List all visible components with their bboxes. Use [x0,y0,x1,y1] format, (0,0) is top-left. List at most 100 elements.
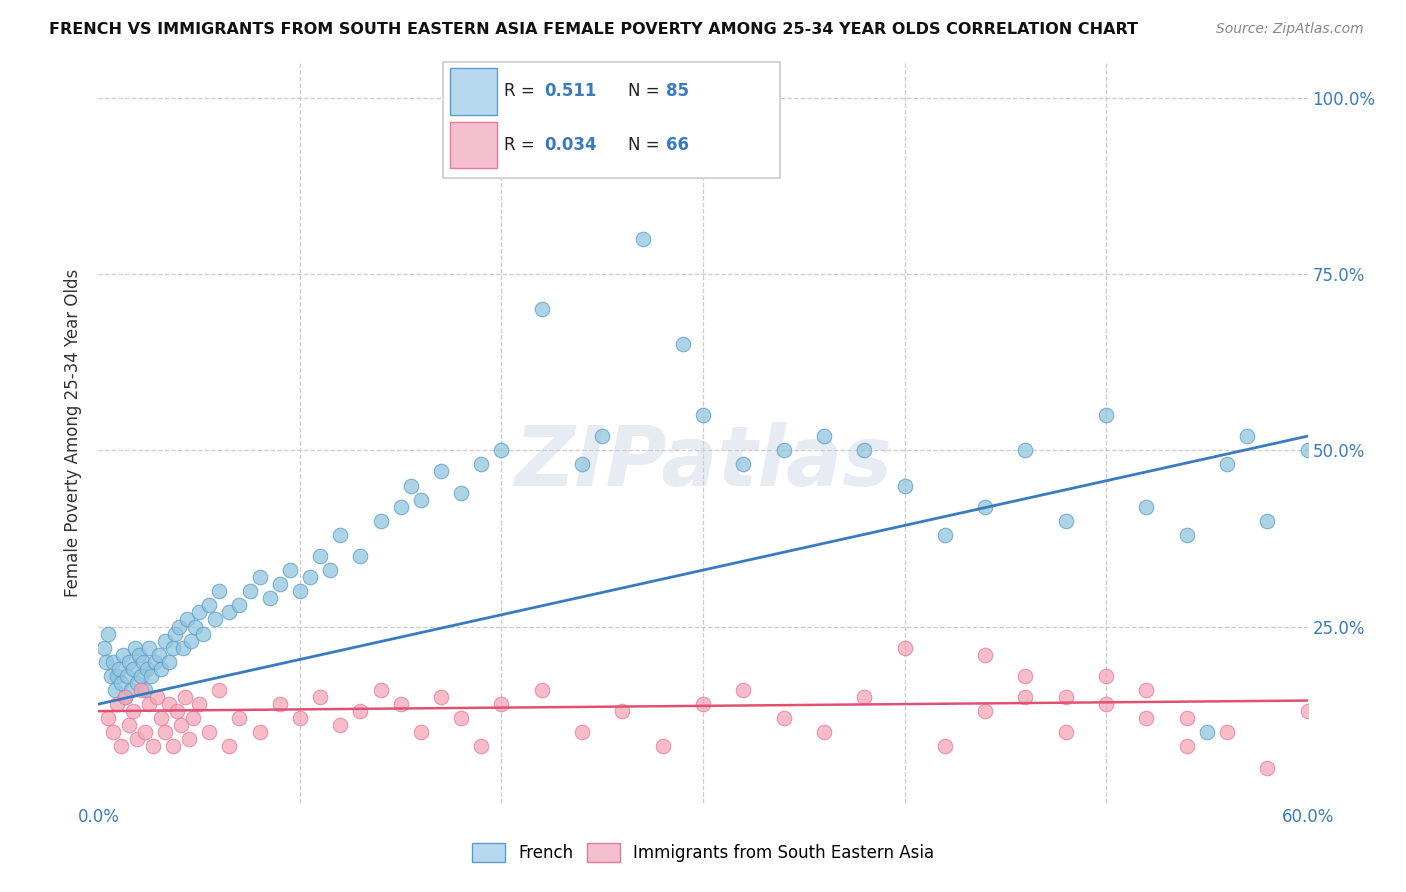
Text: 0.511: 0.511 [544,82,596,101]
Point [198,599,221,613]
Point [934,528,956,542]
Point [153,633,176,648]
Point [218,739,240,754]
Point [1014,443,1036,458]
Point [409,725,432,739]
Point [1095,669,1118,683]
Point [208,584,231,599]
Point [138,697,160,711]
Point [430,690,453,704]
Point [125,676,148,690]
Point [114,690,136,704]
Point [134,683,156,698]
Point [193,626,215,640]
Point [1296,704,1319,718]
Point [893,640,915,655]
Point [974,500,997,514]
Point [389,500,412,514]
Point [100,669,122,683]
Point [149,662,172,676]
Point [170,718,193,732]
Point [179,732,201,747]
Point [450,485,472,500]
Point [174,690,197,704]
Point [430,464,453,478]
Point [1256,760,1278,774]
Point [299,570,322,584]
Point [96,655,118,669]
Point [163,626,186,640]
Point [97,711,120,725]
Point [631,232,654,246]
Point [188,606,211,620]
Point [1195,725,1218,739]
Point [157,697,180,711]
Point [172,640,194,655]
Point [259,591,281,606]
Point [149,711,172,725]
Point [974,648,997,662]
Point [1095,408,1118,422]
Point [142,739,165,754]
FancyBboxPatch shape [450,68,496,114]
Text: 85: 85 [665,82,689,101]
Point [571,458,593,472]
Point [389,697,412,711]
Point [612,704,634,718]
Point [491,697,513,711]
Point [409,492,432,507]
Point [288,711,311,725]
Point [1175,711,1198,725]
Point [167,619,190,633]
Point [128,648,150,662]
Point [329,528,352,542]
Point [1256,514,1278,528]
Point [1135,500,1157,514]
Point [138,640,160,655]
Point [249,725,271,739]
Point [470,458,492,472]
Point [692,697,714,711]
Text: N =: N = [628,82,665,101]
Point [180,633,202,648]
Point [162,640,184,655]
FancyBboxPatch shape [443,62,780,178]
Point [111,648,134,662]
Point [239,584,262,599]
Point [153,725,176,739]
Point [1216,725,1239,739]
Point [135,662,157,676]
Point [1014,669,1036,683]
Point [591,429,613,443]
Point [204,612,226,626]
Point [349,549,371,563]
Point [101,725,124,739]
Point [1296,443,1319,458]
Point [93,640,115,655]
Point [1054,725,1077,739]
Point [1054,690,1077,704]
Point [319,563,342,577]
Point [329,718,352,732]
Point [1236,429,1258,443]
Point [129,683,152,698]
Point [97,626,120,640]
Point [157,655,180,669]
Point [107,662,129,676]
Point [101,655,124,669]
Point [139,669,162,683]
Point [530,302,553,317]
Point [399,478,422,492]
Text: ZIPatlas: ZIPatlas [515,422,891,503]
Text: FRENCH VS IMMIGRANTS FROM SOUTH EASTERN ASIA FEMALE POVERTY AMONG 25-34 YEAR OLD: FRENCH VS IMMIGRANTS FROM SOUTH EASTERN … [49,22,1139,37]
Point [129,669,152,683]
Point [121,704,143,718]
Point [1135,683,1157,698]
Point [309,549,332,563]
Point [218,606,240,620]
Point [105,697,128,711]
Point [143,655,166,669]
Point [672,337,695,351]
Text: Source: ZipAtlas.com: Source: ZipAtlas.com [1216,22,1364,37]
Point [974,704,997,718]
